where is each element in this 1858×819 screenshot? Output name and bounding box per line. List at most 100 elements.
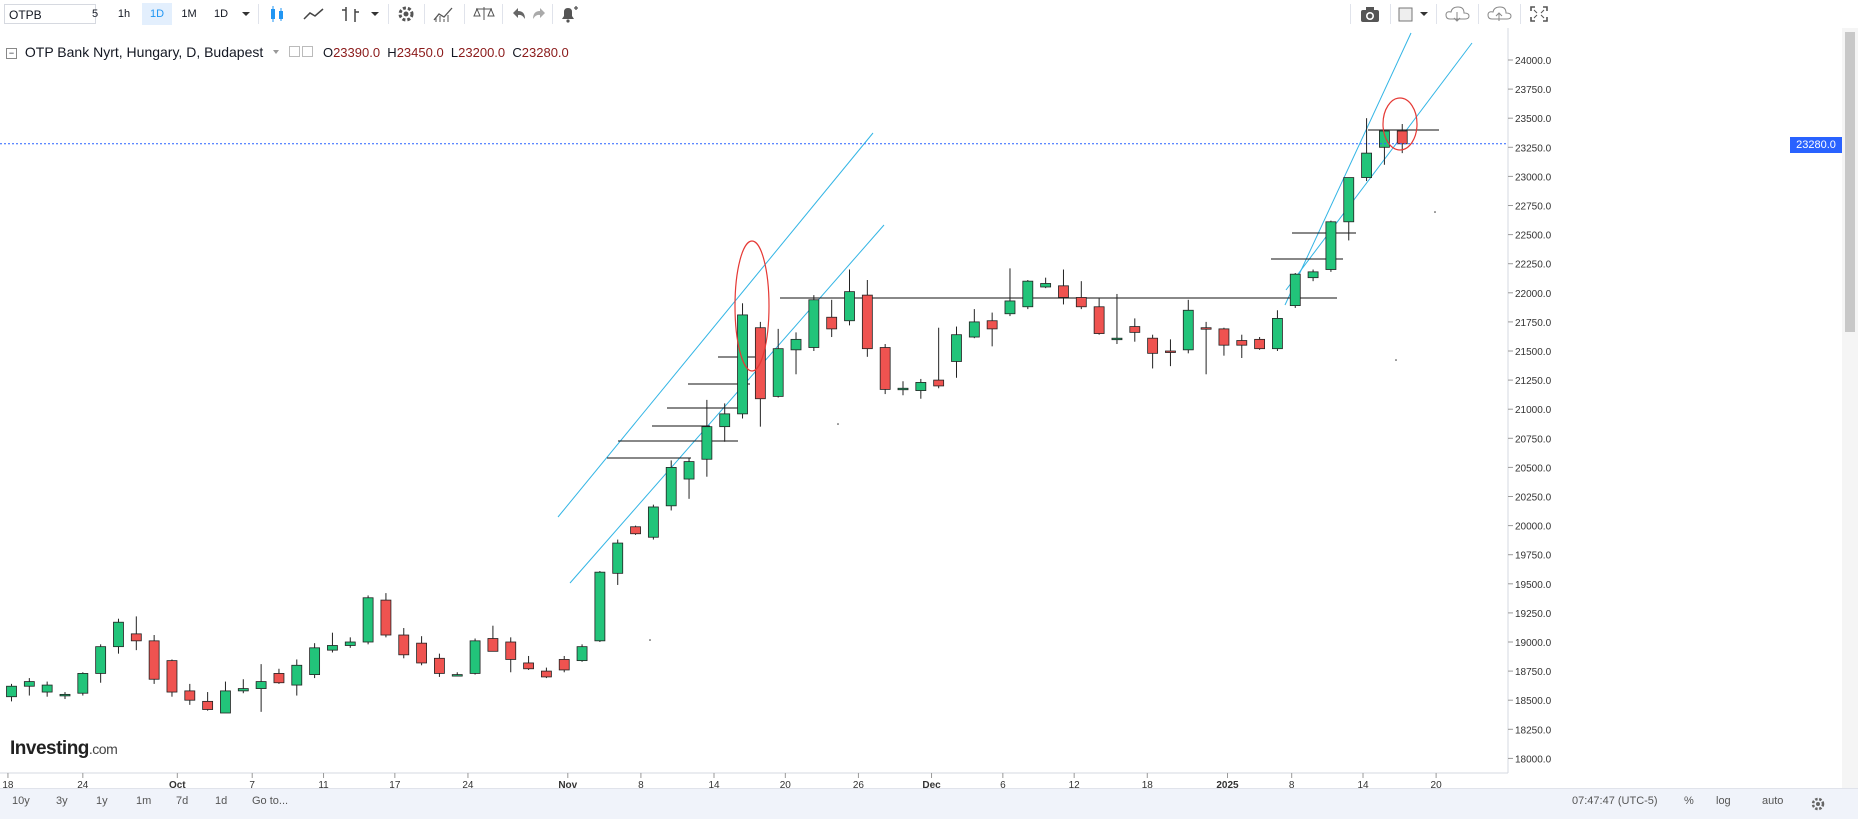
candle[interactable] <box>541 667 552 679</box>
candle[interactable] <box>220 681 231 714</box>
candle[interactable] <box>1165 339 1176 367</box>
cloud-download-icon[interactable] <box>1444 4 1472 24</box>
undo-icon[interactable] <box>508 4 528 24</box>
candle[interactable] <box>255 664 267 712</box>
range-1d[interactable]: 1d <box>215 795 228 807</box>
candle[interactable] <box>327 632 338 653</box>
scrollbar-thumb[interactable] <box>1845 32 1855 332</box>
candle[interactable] <box>487 625 499 652</box>
interval-5[interactable]: 5 <box>91 8 99 20</box>
candle[interactable] <box>505 637 517 673</box>
candle[interactable] <box>41 681 53 697</box>
chevron-down-icon[interactable] <box>271 47 281 57</box>
chevron-down-icon[interactable] <box>240 4 252 24</box>
chevron-down-icon[interactable] <box>368 4 382 24</box>
candle[interactable] <box>1236 334 1248 358</box>
auto-toggle[interactable]: auto <box>1762 795 1784 807</box>
gear-icon[interactable] <box>396 4 416 24</box>
fullscreen-icon[interactable] <box>1528 4 1550 24</box>
redo-icon[interactable] <box>530 4 550 24</box>
ohlc-bars-icon[interactable] <box>340 4 362 24</box>
candle[interactable] <box>1396 124 1408 154</box>
candle[interactable] <box>1004 268 1016 317</box>
interval-1d[interactable]: 1D <box>142 3 172 25</box>
candle[interactable] <box>184 683 196 705</box>
settings-small-icon[interactable] <box>302 46 314 57</box>
candle[interactable] <box>790 332 802 375</box>
candle[interactable] <box>6 683 17 702</box>
highlight-ellipse[interactable] <box>734 240 770 372</box>
visibility-icon[interactable] <box>289 46 301 57</box>
compare-icon[interactable] <box>472 4 496 24</box>
candle[interactable] <box>612 539 624 585</box>
candle[interactable] <box>968 309 980 339</box>
range-7d[interactable]: 7d <box>176 795 189 807</box>
channel2-lower-line[interactable] <box>1284 32 1412 306</box>
candle[interactable] <box>1075 281 1087 310</box>
candle[interactable] <box>1058 269 1069 305</box>
candle[interactable] <box>808 295 820 351</box>
candle[interactable] <box>344 637 356 648</box>
candle[interactable] <box>594 570 606 642</box>
candle[interactable] <box>59 692 71 700</box>
candle[interactable] <box>933 327 945 389</box>
candle[interactable] <box>1200 321 1212 375</box>
candle[interactable] <box>1147 334 1159 369</box>
candle[interactable] <box>1129 318 1141 342</box>
candle[interactable] <box>362 595 374 645</box>
range-3y[interactable]: 3y <box>56 795 68 807</box>
time-axis[interactable]: 18 24 Oct 7 11 17 24 Nov 8 14 20 26 Dec 6 12 18 2025 8 14 2… <box>2 773 1442 791</box>
candle[interactable] <box>130 616 142 651</box>
candle[interactable] <box>1111 293 1123 345</box>
price-chart[interactable]: 24000.0 23750.0 23500.0 23250.0 23000.0 22750… <box>0 28 1858 818</box>
candle[interactable] <box>630 525 641 535</box>
indicators-icon[interactable] <box>432 4 456 24</box>
symbol-input[interactable]: OTPB <box>4 4 96 24</box>
candle[interactable] <box>1182 299 1194 354</box>
candle[interactable] <box>523 655 534 670</box>
candle[interactable] <box>879 344 891 395</box>
channel-lower-line[interactable] <box>569 224 885 584</box>
price-axis[interactable]: 24000.0 23750.0 23500.0 23250.0 23000.0 22750… <box>1508 56 1552 765</box>
candle[interactable] <box>416 636 427 666</box>
goto-button[interactable]: Go to... <box>252 795 289 807</box>
camera-icon[interactable] <box>1358 4 1382 24</box>
candle[interactable] <box>380 593 392 638</box>
candle[interactable] <box>951 326 962 378</box>
candle[interactable] <box>701 399 713 477</box>
candle[interactable] <box>1272 310 1283 351</box>
candle[interactable] <box>1343 177 1355 241</box>
range-1m[interactable]: 1m <box>136 795 152 807</box>
candle[interactable] <box>986 312 998 347</box>
collapse-icon[interactable]: − <box>6 48 17 59</box>
channel2-upper-line[interactable] <box>1285 42 1473 291</box>
candle[interactable] <box>148 635 160 684</box>
candle[interactable] <box>683 458 695 499</box>
candle[interactable] <box>1325 220 1337 272</box>
candle[interactable] <box>1022 279 1034 310</box>
candle[interactable] <box>237 679 249 694</box>
candle[interactable] <box>576 644 588 662</box>
candle[interactable] <box>95 644 107 683</box>
candle[interactable] <box>23 678 35 696</box>
candle[interactable] <box>113 618 124 654</box>
candle[interactable] <box>719 403 731 442</box>
candle[interactable] <box>1361 118 1372 182</box>
candle[interactable] <box>861 279 873 357</box>
candle[interactable] <box>398 628 410 659</box>
candle[interactable] <box>826 299 838 338</box>
candle[interactable] <box>665 460 677 511</box>
candle[interactable] <box>166 659 178 697</box>
candle[interactable] <box>309 643 321 679</box>
interval-dropdown[interactable]: 1D <box>213 8 229 20</box>
candle[interactable] <box>1254 337 1265 350</box>
layout-icon[interactable] <box>1396 4 1432 24</box>
candle[interactable] <box>844 269 855 326</box>
candle[interactable] <box>1218 327 1230 356</box>
interval-1h[interactable]: 1h <box>117 8 131 20</box>
range-10y[interactable]: 10y <box>12 795 30 807</box>
candle[interactable] <box>1289 273 1301 308</box>
candle[interactable] <box>202 692 214 711</box>
candle[interactable] <box>291 659 303 696</box>
candle[interactable] <box>77 672 89 696</box>
